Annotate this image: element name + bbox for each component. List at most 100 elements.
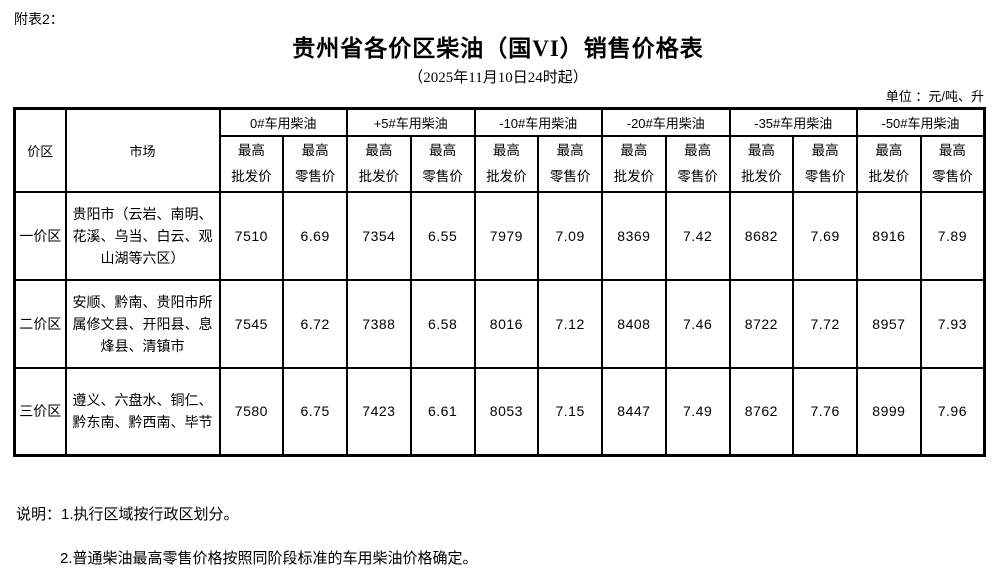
price-value: 8369 xyxy=(601,190,667,281)
table-row-zone3: 三价区 遵义、六盘水、铜仁、黔东南、黔西南、毕节 7580 6.75 7423 … xyxy=(13,366,986,457)
group-header-row: 价区 市场 0#车用柴油 +5#车用柴油 -10#车用柴油 -20#车用柴油 -… xyxy=(13,107,986,193)
subheader-line: 最高 xyxy=(811,142,839,158)
market-column-header: 市场 xyxy=(64,107,221,193)
subheader-line: 最高 xyxy=(747,142,775,158)
price-value: 8957 xyxy=(856,278,922,369)
attachment-label: 附表2： xyxy=(14,11,64,27)
price-value: 6.58 xyxy=(409,278,476,369)
subheader-line: 零售价 xyxy=(294,168,336,184)
subheader-line: 最高 xyxy=(429,142,457,158)
price-value: 7354 xyxy=(346,190,412,281)
subheader-line: 最高 xyxy=(556,142,584,158)
price-value: 6.75 xyxy=(282,366,348,457)
subheader-line: 批发价 xyxy=(231,168,272,184)
subheader-line: 零售价 xyxy=(932,168,973,184)
subheader-wholesale: 最高 批发价 xyxy=(473,134,540,193)
table-row-zone2: 二价区 安顺、黔南、贵阳市所属修文县、开阳县、息烽县、清镇市 7545 6.72… xyxy=(13,278,986,369)
price-value: 7.46 xyxy=(664,278,731,369)
price-value: 7423 xyxy=(346,366,412,457)
price-value: 7580 xyxy=(218,366,285,457)
price-value: 7.69 xyxy=(792,190,858,281)
price-value: 7.12 xyxy=(537,278,603,369)
price-value: 7979 xyxy=(473,190,540,281)
price-value: 8999 xyxy=(856,366,922,457)
subheader-wholesale: 最高 批发价 xyxy=(346,134,412,193)
zone-column-header: 价区 xyxy=(13,107,67,193)
subheader-line: 最高 xyxy=(684,142,712,158)
diesel-price-table: 价区 市场 0#车用柴油 +5#车用柴油 -10#车用柴油 -20#车用柴油 -… xyxy=(13,107,986,457)
price-value: 7388 xyxy=(346,278,412,369)
price-value: 7.89 xyxy=(919,190,986,281)
subheader-line: 最高 xyxy=(492,142,520,158)
price-value: 6.55 xyxy=(409,190,476,281)
subheader-line: 批发价 xyxy=(741,168,782,184)
subheader-line: 最高 xyxy=(301,142,329,158)
price-value: 7510 xyxy=(218,190,285,281)
subheader-line: 最高 xyxy=(237,142,265,158)
price-value: 7.76 xyxy=(792,366,858,457)
sub-header-row: 最高 批发价 最高 零售价 最高 批发价 最高 零售价 最高 批发价 xyxy=(15,134,986,193)
price-value: 8447 xyxy=(601,366,667,457)
product-group-header-minus35: -35#车用柴油 xyxy=(728,107,858,137)
subheader-retail: 最高 零售价 xyxy=(537,134,603,193)
price-value: 6.61 xyxy=(409,366,476,457)
subheader-retail: 最高 零售价 xyxy=(664,134,731,193)
price-value: 6.69 xyxy=(282,190,348,281)
price-value: 8408 xyxy=(601,278,667,369)
price-value: 7.42 xyxy=(664,190,731,281)
notes-section: 说明：1.执行区域按行政区划分。 2.普通柴油最高零售价格按照同阶段标准的车用柴… xyxy=(0,505,996,568)
page-title: 贵州省各价区柴油（国VI）销售价格表 xyxy=(292,36,704,61)
subheader-line: 零售价 xyxy=(422,168,463,184)
market-description: 遵义、六盘水、铜仁、黔东南、黔西南、毕节 xyxy=(64,366,221,457)
subheader-wholesale: 最高 批发价 xyxy=(728,134,795,193)
subheader-retail: 最高 零售价 xyxy=(792,134,858,193)
zone-label: 二价区 xyxy=(13,278,67,369)
subheader-line: 批发价 xyxy=(486,168,527,184)
price-value: 7.96 xyxy=(919,366,986,457)
price-value: 8053 xyxy=(473,366,540,457)
subheader-wholesale: 最高 批发价 xyxy=(601,134,667,193)
product-group-header-minus10: -10#车用柴油 xyxy=(473,107,603,137)
product-group-header-5: +5#车用柴油 xyxy=(346,107,476,137)
market-description: 安顺、黔南、贵阳市所属修文县、开阳县、息烽县、清镇市 xyxy=(64,278,221,369)
zone-label: 三价区 xyxy=(13,366,67,457)
subheader-wholesale: 最高 批发价 xyxy=(218,134,285,193)
price-value: 8722 xyxy=(728,278,795,369)
subheader-line: 批发价 xyxy=(613,168,655,184)
subheader-line: 零售价 xyxy=(677,168,718,184)
price-value: 8762 xyxy=(728,366,795,457)
product-group-header-minus20: -20#车用柴油 xyxy=(601,107,731,137)
product-group-header-minus50: -50#车用柴油 xyxy=(856,107,986,137)
price-value: 7545 xyxy=(218,278,285,369)
price-value: 8682 xyxy=(728,190,795,281)
table-row-zone1: 一价区 贵阳市（云岩、南明、花溪、乌当、白云、观山湖等六区） 7510 6.69… xyxy=(13,190,986,281)
effective-date-subtitle: （2025年11月10日24时起） xyxy=(408,70,588,86)
subheader-line: 最高 xyxy=(365,142,393,158)
price-value: 7.09 xyxy=(537,190,603,281)
price-value: 8916 xyxy=(856,190,922,281)
market-description: 贵阳市（云岩、南明、花溪、乌当、白云、观山湖等六区） xyxy=(64,190,221,281)
note-line-1: 说明：1.执行区域按行政区划分。 xyxy=(16,506,239,523)
note-line-2: 2.普通柴油最高零售价格按照同阶段标准的车用柴油价格确定。 xyxy=(60,550,478,567)
zone-label: 一价区 xyxy=(13,190,67,281)
price-value: 7.15 xyxy=(537,366,603,457)
subheader-line: 批发价 xyxy=(358,168,400,184)
product-group-header-0: 0#车用柴油 xyxy=(218,107,348,137)
subheader-wholesale: 最高 批发价 xyxy=(856,134,922,193)
subheader-retail: 最高 零售价 xyxy=(282,134,348,193)
price-value: 6.72 xyxy=(282,278,348,369)
price-value: 7.93 xyxy=(919,278,986,369)
unit-label: 单位 ：元/吨、升 xyxy=(885,89,984,104)
price-value: 7.49 xyxy=(664,366,731,457)
price-value: 8016 xyxy=(473,278,540,369)
subheader-line: 最高 xyxy=(620,142,648,158)
subheader-line: 零售价 xyxy=(549,168,591,184)
subheader-line: 最高 xyxy=(875,142,903,158)
subheader-line: 零售价 xyxy=(804,168,846,184)
subheader-retail: 最高 零售价 xyxy=(409,134,476,193)
subheader-retail: 最高 零售价 xyxy=(919,134,986,193)
subheader-line: 最高 xyxy=(938,142,966,158)
price-value: 7.72 xyxy=(792,278,858,369)
subheader-line: 批发价 xyxy=(868,168,910,184)
